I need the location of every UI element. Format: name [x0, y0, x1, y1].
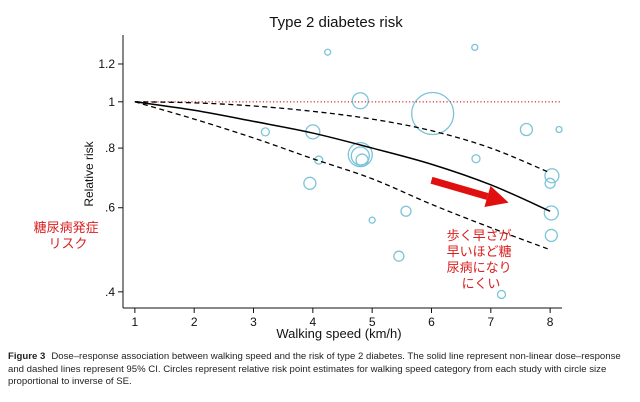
arrow-shaft	[430, 176, 489, 200]
study-point	[393, 250, 405, 262]
study-point	[324, 48, 332, 56]
study-point	[411, 91, 455, 136]
study-point	[303, 176, 317, 190]
study-point	[496, 289, 507, 300]
dose-response-line	[134, 101, 551, 212]
x-tick-label: 4	[309, 315, 316, 329]
study-point	[314, 155, 324, 165]
study-points	[260, 43, 563, 300]
figure-caption-text: Dose–response association between walkin…	[8, 351, 621, 388]
annotation-line: 早いほど糖	[447, 244, 512, 259]
study-point	[555, 125, 563, 134]
x-tick-label: 6	[428, 315, 435, 329]
ci-dashed-line	[134, 101, 551, 174]
y-tick-label: .6	[105, 201, 115, 215]
study-point	[355, 153, 369, 167]
annotation-diabetes-risk: 糖尿病発症 リスク	[34, 220, 103, 251]
study-point	[544, 177, 556, 189]
x-tick-label: 5	[369, 315, 376, 329]
x-tick-label: 7	[487, 315, 494, 329]
study-point	[471, 154, 481, 164]
annotation-line: 尿病になり	[447, 260, 512, 275]
study-point	[347, 142, 373, 168]
study-point	[351, 92, 369, 110]
figure-caption: Figure 3 Dose–response association betwee…	[8, 351, 630, 389]
study-point	[260, 127, 271, 137]
study-point	[519, 122, 534, 137]
y-axis-label: Relative risk	[82, 140, 96, 206]
dose-response-chart: Type 2 diabetes risk 1 2 3 4 5 6 7 8.4.6.811.2 …	[34, 14, 563, 341]
y-tick-label: 1	[108, 95, 115, 109]
ci-dashed-line	[134, 101, 551, 251]
x-tick-label: 1	[132, 315, 139, 329]
annotation-line: 糖尿病発症	[34, 220, 99, 235]
study-point	[544, 228, 558, 243]
y-tick-label: .8	[105, 141, 115, 155]
study-point	[400, 205, 412, 217]
y-tick-label: .4	[105, 285, 115, 299]
x-axis-label: Walking speed (km/h)	[276, 326, 401, 341]
study-point	[543, 205, 559, 221]
y-tick-label: 1.2	[98, 57, 115, 71]
arrow-head	[484, 185, 509, 208]
figure-label: Figure 3	[8, 351, 46, 362]
study-point	[471, 43, 479, 52]
annotation-line: にくい	[462, 276, 501, 291]
study-point	[350, 146, 370, 166]
chart-title: Type 2 diabetes risk	[269, 14, 403, 31]
x-tick-label: 8	[547, 315, 554, 329]
x-tick-label: 3	[250, 315, 257, 329]
annotation-walking-speed: 歩く早さが 早いほど糖 尿病になり にくい	[447, 228, 516, 291]
trend-arrow	[430, 176, 509, 208]
annotation-line: 歩く早さが	[447, 228, 512, 243]
x-tick-label: 2	[191, 315, 198, 329]
annotation-line: リスク	[48, 236, 87, 251]
study-point	[368, 216, 376, 224]
study-point	[544, 168, 560, 184]
dose-response-curves	[134, 101, 551, 251]
axes: 1 2 3 4 5 6 7 8 .4 .6 .8 1 1.2	[98, 35, 562, 329]
